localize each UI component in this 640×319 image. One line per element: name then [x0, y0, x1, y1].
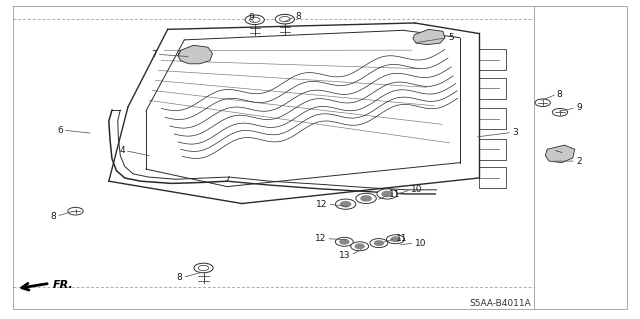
Circle shape	[194, 263, 213, 273]
Text: 3: 3	[512, 128, 518, 137]
Circle shape	[340, 240, 349, 244]
Circle shape	[250, 17, 260, 22]
Circle shape	[552, 108, 568, 116]
Circle shape	[340, 202, 351, 207]
Circle shape	[351, 242, 369, 251]
Polygon shape	[178, 45, 212, 64]
Circle shape	[387, 235, 404, 244]
Circle shape	[280, 17, 290, 22]
Text: 5: 5	[448, 33, 454, 42]
Text: 8: 8	[557, 90, 563, 99]
Circle shape	[356, 193, 376, 204]
Polygon shape	[545, 145, 575, 163]
Circle shape	[374, 241, 383, 245]
Circle shape	[361, 196, 371, 201]
Circle shape	[377, 189, 397, 199]
Text: S5AA-B4011A: S5AA-B4011A	[470, 299, 531, 308]
Text: 9: 9	[576, 103, 582, 112]
Text: 2: 2	[576, 157, 582, 166]
Circle shape	[335, 237, 353, 246]
Circle shape	[535, 99, 550, 107]
Circle shape	[198, 265, 209, 271]
Text: 4: 4	[119, 146, 125, 155]
Text: 6: 6	[57, 126, 63, 135]
Circle shape	[335, 199, 356, 209]
Text: 12: 12	[316, 200, 328, 209]
Circle shape	[355, 244, 364, 249]
Circle shape	[245, 15, 264, 25]
Text: 10: 10	[411, 185, 422, 194]
Text: 12: 12	[315, 234, 326, 243]
Text: 11: 11	[389, 190, 401, 199]
Text: 8: 8	[51, 212, 56, 221]
Circle shape	[382, 191, 392, 197]
Text: 8: 8	[177, 273, 182, 282]
Circle shape	[370, 239, 388, 248]
Circle shape	[68, 207, 83, 215]
Text: 10: 10	[415, 239, 426, 248]
Text: 7: 7	[151, 50, 157, 59]
Text: 13: 13	[339, 251, 351, 260]
Circle shape	[275, 14, 294, 24]
Circle shape	[391, 237, 400, 241]
Text: 11: 11	[396, 234, 407, 243]
Polygon shape	[413, 29, 445, 45]
Text: 9: 9	[249, 13, 254, 22]
Text: 8: 8	[296, 12, 301, 21]
Text: FR.: FR.	[52, 280, 73, 290]
